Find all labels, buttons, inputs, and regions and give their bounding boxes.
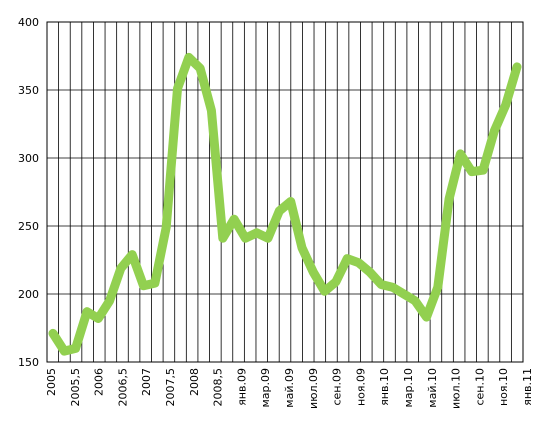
x-tick-label: мар.10 <box>402 368 415 408</box>
x-tick-label: сен.09 <box>331 368 344 406</box>
data-point <box>131 253 134 256</box>
data-point <box>221 237 224 240</box>
x-tick-label: 2006,5 <box>116 368 129 407</box>
data-point <box>516 65 518 68</box>
data-point <box>233 218 236 221</box>
x-tick-label: май.10 <box>426 368 439 408</box>
plot-border <box>46 21 524 363</box>
data-point <box>402 293 405 295</box>
data-point <box>165 226 168 229</box>
data-point <box>436 286 439 289</box>
data-point <box>312 271 315 274</box>
data-point <box>346 257 349 260</box>
data-point <box>255 231 258 234</box>
x-tick-label: июл.09 <box>307 368 320 409</box>
x-tick-label: 2005,5 <box>69 368 82 407</box>
data-point <box>504 103 507 106</box>
series-line <box>48 52 522 356</box>
x-tick-label: 2008 <box>188 368 201 396</box>
data-point <box>52 332 54 335</box>
data-point <box>108 299 111 302</box>
y-tick-label: 300 <box>18 152 39 165</box>
x-tick-label: июл.10 <box>450 368 463 409</box>
data-point <box>176 87 179 90</box>
data-point <box>142 284 145 287</box>
data-point <box>459 152 462 155</box>
x-tick-label: сен.10 <box>473 368 486 406</box>
x-tick-label: ноя.09 <box>354 368 367 406</box>
data-point <box>278 210 281 213</box>
x-axis: 2005 2005,5 2006 2006,5 2007 2007,5 2008 2008,5… <box>45 368 534 409</box>
data-point <box>63 350 66 353</box>
x-tick-label: 2005 <box>45 368 58 396</box>
data-point <box>414 299 417 302</box>
data-point <box>74 347 77 350</box>
x-tick-label: 2008,5 <box>212 368 225 407</box>
x-tick-label: 2007 <box>140 368 153 396</box>
x-tick-label: май.09 <box>283 368 296 408</box>
data-point <box>323 290 326 293</box>
x-tick-label: 2006 <box>93 368 106 396</box>
y-tick-label: 350 <box>18 84 39 97</box>
x-tick-label: янв.09 <box>235 368 248 406</box>
data-point <box>289 200 292 203</box>
x-tick-label: янв.11 <box>521 368 534 406</box>
data-point <box>300 246 303 249</box>
data-point <box>187 56 190 59</box>
data-point <box>119 267 122 270</box>
y-tick-label: 200 <box>18 288 39 301</box>
data-point <box>267 237 270 240</box>
x-tick-label: янв.10 <box>378 368 391 406</box>
data-point <box>425 316 428 319</box>
y-axis: 150 200 250 300 350 400 <box>18 16 39 369</box>
data-point <box>334 280 337 283</box>
data-point <box>210 109 213 112</box>
y-tick-label: 400 <box>18 16 39 29</box>
data-point <box>357 261 360 264</box>
data-point <box>368 271 371 274</box>
data-point <box>391 286 394 289</box>
data-point <box>199 67 202 70</box>
data-point <box>380 283 383 286</box>
data-point <box>470 170 473 173</box>
data-point <box>97 317 100 320</box>
chart-series <box>48 52 522 356</box>
x-tick-label: 2007,5 <box>164 368 177 407</box>
data-point <box>482 169 485 172</box>
y-tick-label: 250 <box>18 220 39 233</box>
data-point <box>85 310 88 313</box>
x-tick-label: мар.09 <box>259 368 272 408</box>
data-point <box>493 129 496 132</box>
data-point <box>153 282 156 285</box>
y-tick-label: 150 <box>18 356 39 369</box>
x-tick-label: ноя.10 <box>497 368 510 406</box>
data-point <box>244 237 247 240</box>
data-point <box>448 197 451 200</box>
